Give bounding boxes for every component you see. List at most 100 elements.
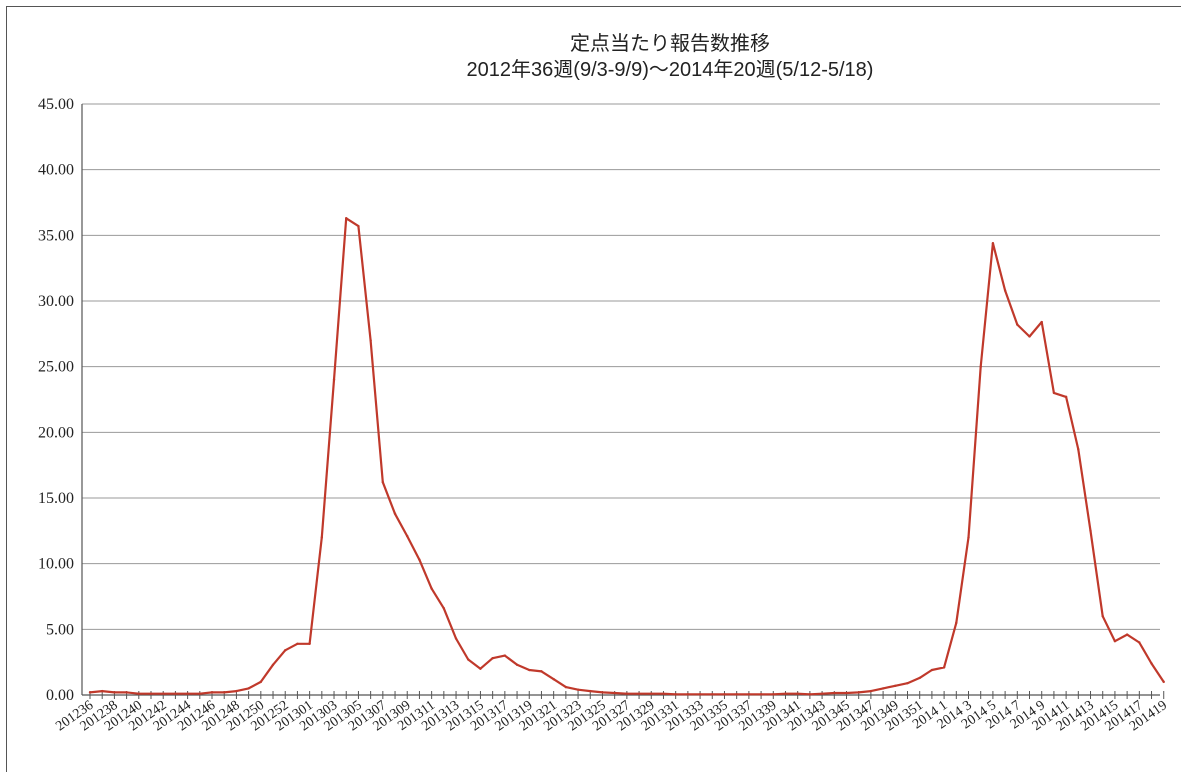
chart-subtitle: 2012年36週(9/3-9/9)～2014年20週(5/12-5/18) — [466, 59, 874, 81]
data-point — [515, 663, 519, 666]
chart-border — [6, 6, 1181, 772]
data-point — [552, 678, 555, 681]
data-point — [869, 689, 873, 693]
y-tick-label: 40.00 — [38, 162, 74, 179]
y-tick-label: 20.00 — [38, 424, 74, 441]
data-point — [332, 378, 336, 381]
data-point — [137, 692, 141, 695]
y-tick-label: 5.00 — [46, 621, 74, 638]
y-tick-label: 30.00 — [38, 293, 74, 310]
data-point — [174, 692, 177, 695]
data-point — [210, 691, 214, 694]
series-layer — [88, 217, 1165, 696]
data-point — [820, 692, 824, 695]
y-tick-label: 35.00 — [38, 227, 74, 244]
data-point — [711, 693, 714, 696]
data-point — [1125, 633, 1129, 636]
data-point — [247, 687, 250, 690]
data-point — [284, 649, 287, 652]
data-point — [442, 607, 446, 610]
data-point — [845, 691, 848, 695]
data-point — [1113, 639, 1117, 643]
data-point — [1064, 395, 1068, 399]
data-point — [686, 693, 690, 696]
data-point — [589, 689, 592, 693]
data-point — [369, 339, 372, 342]
data-point — [198, 692, 202, 695]
data-point — [308, 642, 311, 645]
data-point — [1089, 529, 1092, 533]
data-point — [479, 667, 482, 670]
data-point — [88, 691, 92, 694]
data-point — [259, 680, 263, 684]
data-point — [125, 691, 128, 694]
data-point — [491, 657, 494, 660]
data-point — [235, 689, 238, 693]
data-point — [723, 693, 726, 696]
data-point — [1003, 289, 1007, 292]
data-point — [564, 685, 568, 689]
data-point — [1016, 323, 1019, 326]
data-point — [149, 692, 153, 695]
data-point — [296, 642, 299, 645]
data-point — [784, 692, 787, 695]
data-point — [162, 692, 165, 695]
data-point — [735, 693, 738, 696]
y-tick-label: 10.00 — [38, 556, 74, 573]
gridlines — [82, 103, 1160, 696]
data-point — [674, 693, 677, 696]
data-point — [625, 692, 629, 695]
data-point — [942, 666, 946, 669]
data-point — [979, 365, 982, 368]
y-tick-label: 15.00 — [38, 490, 74, 507]
data-point — [796, 692, 799, 695]
data-point — [393, 512, 397, 515]
data-point — [467, 658, 470, 661]
data-point — [357, 224, 360, 228]
data-point — [1077, 448, 1080, 451]
data-point — [967, 536, 970, 539]
data-point — [320, 536, 324, 539]
data-point — [772, 693, 775, 696]
data-point — [430, 587, 433, 590]
data-point — [833, 691, 836, 695]
data-point — [637, 692, 641, 695]
data-point — [503, 654, 507, 657]
data-point — [1040, 320, 1043, 324]
data-point — [894, 684, 897, 688]
data-point — [1162, 680, 1165, 684]
data-point — [930, 668, 934, 672]
data-point — [271, 663, 275, 666]
data-point — [381, 481, 385, 484]
data-point — [991, 242, 995, 245]
data-point — [759, 693, 763, 696]
data-point — [113, 691, 116, 694]
data-point — [918, 676, 921, 680]
data-point — [955, 621, 958, 624]
x-axis: 2012362012382012402012422012442012462012… — [53, 691, 1170, 734]
y-tick-label: 45.00 — [38, 96, 74, 113]
data-point — [1028, 335, 1031, 338]
data-point — [747, 693, 751, 696]
data-point — [454, 637, 458, 640]
data-point — [613, 691, 616, 695]
data-point — [1150, 662, 1153, 665]
data-point — [528, 668, 531, 672]
data-point — [881, 687, 885, 690]
data-point — [1052, 391, 1056, 395]
y-tick-label: 25.00 — [38, 359, 74, 376]
data-point — [906, 681, 909, 685]
data-point — [662, 692, 665, 695]
data-point — [418, 558, 421, 561]
data-point — [223, 691, 226, 694]
y-axis: 0.00 5.00 10.00 15.00 20.00 25.00 30.00 35.00 40… — [38, 96, 83, 704]
data-point — [1101, 615, 1104, 618]
data-point — [650, 692, 653, 695]
data-point — [857, 691, 860, 694]
data-point — [601, 691, 604, 694]
data-point — [101, 689, 104, 693]
data-point — [576, 688, 580, 691]
data-point — [540, 670, 543, 673]
